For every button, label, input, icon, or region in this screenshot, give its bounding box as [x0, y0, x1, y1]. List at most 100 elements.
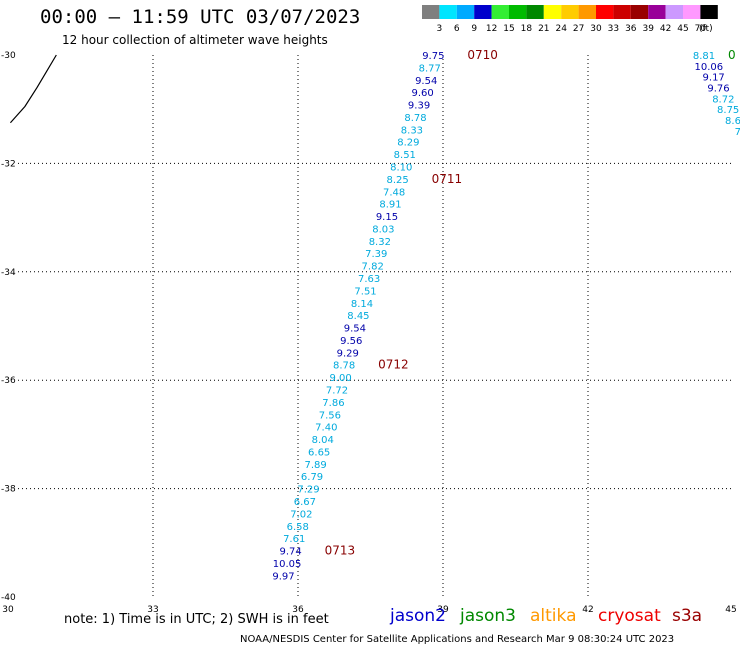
legend-unit-label: (ft): [699, 24, 713, 34]
swh-value-label: 9.15: [376, 212, 398, 223]
swh-value-label: 9.39: [408, 101, 430, 112]
main-track: 9.758.779.549.609.398.788.338.298.518.10…: [272, 48, 498, 582]
swh-value-label: 8.75: [717, 105, 739, 116]
swh-value-label: 8.6: [725, 116, 740, 127]
legend-tick-label: 30: [590, 24, 602, 34]
swh-value-label: 7.02: [290, 509, 312, 520]
swh-value-label: 7.51: [354, 286, 376, 297]
swh-value-label: 9.60: [411, 88, 433, 99]
swh-value-label: 7: [735, 127, 740, 138]
legend-swatch: [439, 5, 457, 19]
swh-value-label: 7.86: [322, 398, 344, 409]
legend-tick-label: 70: [695, 24, 707, 34]
swh-value-label: 7.39: [365, 249, 387, 260]
color-legend: 3 6 9 12 15 18 21 24 27 30 33 36 39 42 45 70(ft): [422, 5, 718, 34]
x-tick-label: 45: [725, 605, 736, 615]
pass-time-label: 0712: [378, 358, 409, 372]
y-tick-label: -36: [1, 376, 16, 386]
swh-value-label: 6.58: [287, 522, 309, 533]
swh-value-label: 8.25: [387, 175, 409, 186]
swh-value-label: 7.63: [358, 274, 380, 285]
swh-value-label: 7.89: [304, 460, 326, 471]
legend-swatch: [700, 5, 718, 19]
legend-swatch: [578, 5, 596, 19]
legend-swatch: [665, 5, 683, 19]
legend-swatch: [648, 5, 666, 19]
legend-swatch: [422, 5, 440, 19]
y-tick-label: -30: [1, 51, 16, 61]
swh-value-label: 8.77: [419, 63, 441, 74]
swh-value-label: 10.06: [695, 62, 724, 73]
x-tick-label: 42: [582, 605, 593, 615]
legend-tick-label: 33: [608, 24, 619, 34]
pass-time-label: 0713: [325, 544, 356, 558]
legend-tick-label: 42: [660, 24, 671, 34]
pass-time-label: 0710: [467, 48, 498, 62]
swh-value-label: 7.56: [319, 410, 341, 421]
swh-value-label: 6.65: [308, 447, 330, 458]
page-subtitle: 12 hour collection of altimeter wave hei…: [62, 33, 328, 47]
x-tick-label: 30: [2, 605, 14, 615]
swh-value-label: 8.78: [333, 361, 355, 372]
mission-label-altika: altika: [530, 606, 577, 626]
swh-value-label: 8.10: [390, 162, 412, 173]
swh-value-label: 7.72: [326, 385, 348, 396]
legend-tick-label: 15: [503, 24, 514, 34]
legend-tick-label: 18: [521, 24, 533, 34]
swh-value-label: 8.29: [397, 138, 419, 149]
swh-value-label: 8.04: [312, 435, 334, 446]
swh-value-label: 6.79: [301, 472, 323, 483]
swh-value-label: 9.29: [337, 348, 359, 359]
swh-value-label: 9.54: [344, 324, 366, 335]
mission-label-jason3: jason3: [460, 606, 516, 626]
swh-value-label: 8.45: [347, 311, 369, 322]
legend-tick-label: 12: [486, 24, 497, 34]
swh-value-label: 8.51: [394, 150, 416, 161]
note-text: note: 1) Time is in UTC; 2) SWH is in fe…: [64, 612, 329, 627]
legend-tick-label: 45: [677, 24, 688, 34]
swh-value-label: 9.00: [329, 373, 351, 384]
legend-tick-label: 3: [437, 24, 443, 34]
y-tick-label: -38: [1, 485, 16, 495]
swh-value-label: 8.78: [404, 113, 426, 124]
swh-value-label: 9.74: [280, 547, 302, 558]
credit-line: NOAA/NESDIS Center for Satellite Applica…: [240, 634, 675, 645]
swh-value-label: 7.48: [383, 187, 405, 198]
swh-value-label: 8.72: [712, 94, 734, 105]
mission-label-s3a: s3a: [672, 606, 703, 626]
legend-swatch: [474, 5, 492, 19]
swh-value-label: 8.81: [693, 51, 715, 62]
swh-value-label: 7.82: [362, 262, 384, 273]
swh-value-label: 8.32: [369, 237, 391, 248]
swh-value-label: 7.61: [283, 534, 305, 545]
legend-tick-label: 24: [555, 24, 567, 34]
swh-value-label: 9.17: [703, 73, 725, 84]
swh-value-label: 9.56: [340, 336, 362, 347]
legend-swatch: [596, 5, 614, 19]
legend-swatch: [543, 5, 562, 19]
swh-value-label: 9.54: [415, 76, 437, 87]
pass-time-label: 0711: [432, 172, 463, 186]
y-tick-label: -32: [1, 159, 16, 169]
map-plot: 30 33 36 39 42 45 -30 -32 -34 -36 -38 -40 9.758.77 9.…: [1, 48, 740, 615]
y-tick-label: -40: [1, 593, 16, 603]
legend-tick-label: 27: [573, 24, 584, 34]
swh-value-label: 8.33: [401, 125, 423, 136]
swh-value-label: 9.76: [707, 84, 729, 95]
swh-value-label: 7.40: [315, 423, 337, 434]
legend-swatch: [509, 5, 527, 19]
legend-tick-label: 39: [642, 24, 654, 34]
x-tick-label: 36: [292, 605, 304, 615]
swh-value-label: 8.91: [379, 200, 401, 211]
legend-tick-label: 6: [454, 24, 460, 34]
legend-swatch: [613, 5, 631, 19]
pass-time-label: 0: [728, 48, 736, 62]
swh-value-label: 8.03: [372, 224, 394, 235]
legend-swatch: [683, 5, 701, 19]
swh-value-label: 9.97: [272, 571, 294, 582]
legend-tick-label: 9: [471, 24, 477, 34]
legend-swatch: [526, 5, 544, 19]
swh-value-label: 10.05: [273, 559, 302, 570]
